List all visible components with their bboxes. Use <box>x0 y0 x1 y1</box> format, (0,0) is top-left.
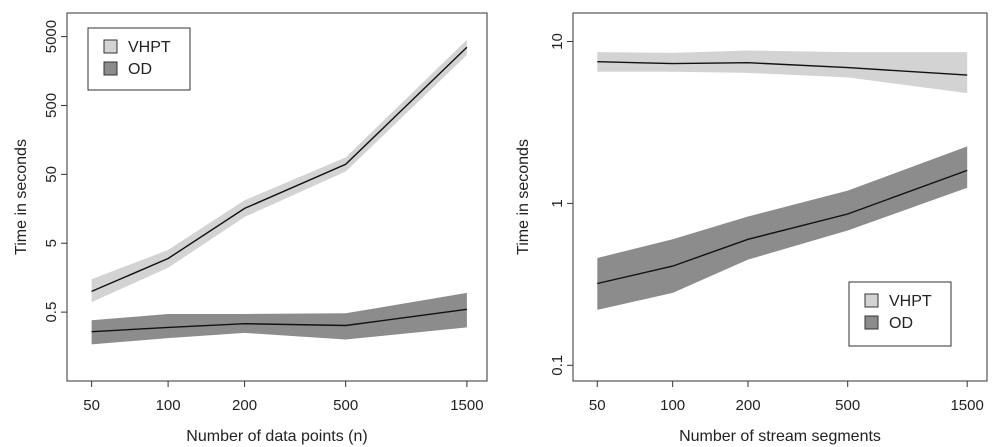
y-axis-label: Time in seconds <box>13 139 30 255</box>
x-tick-label: 200 <box>736 397 761 414</box>
band-vhpt <box>597 50 968 94</box>
band-od <box>91 292 467 345</box>
legend-swatch-vhpt <box>864 293 879 308</box>
y-tick-label: 10 <box>549 33 566 50</box>
plot-right: 50 100 200 500 1500 0.1 1 10 Number of stream se… <box>515 12 988 445</box>
y-tick-label: 0.5 <box>43 302 60 323</box>
legend: VHPT OD <box>87 27 191 91</box>
x-tick-label: 50 <box>83 397 100 414</box>
band-od <box>597 146 968 310</box>
x-axis-label: Number of stream segments <box>679 428 881 445</box>
x-tick-label: 200 <box>232 397 257 414</box>
x-tick-label: 100 <box>156 397 181 414</box>
y-axis-label: Time in seconds <box>515 139 532 255</box>
y-tick-label: 1 <box>549 199 566 207</box>
plot-frame <box>572 12 988 382</box>
legend-label-od: OD <box>128 61 152 78</box>
x-tick-label: 500 <box>835 397 860 414</box>
x-tick-label: 100 <box>660 397 685 414</box>
legend-box <box>848 281 952 347</box>
x-tick-label: 1500 <box>450 397 483 414</box>
legend-swatch-vhpt <box>103 39 118 54</box>
x-tick-label: 1500 <box>950 397 983 414</box>
plot-frame <box>66 12 488 382</box>
legend-label-vhpt: VHPT <box>128 39 171 56</box>
y-tick-label: 50 <box>43 166 60 183</box>
legend-box <box>87 27 191 91</box>
x-axis-label: Number of data points (n) <box>186 428 367 445</box>
plot-left: 50 100 200 500 1500 0.5 5 50 500 5000 Number of da… <box>13 12 488 445</box>
legend-swatch-od <box>864 315 879 330</box>
x-tick-label: 500 <box>333 397 358 414</box>
legend-label-od: OD <box>889 315 913 332</box>
y-tick-label: 5000 <box>43 20 60 53</box>
legend: VHPT OD <box>848 281 952 347</box>
legend-swatch-od <box>103 61 118 76</box>
y-tick-label: 500 <box>43 93 60 118</box>
y-tick-label: 0.1 <box>549 355 566 376</box>
y-tick-label: 5 <box>43 239 60 247</box>
legend-label-vhpt: VHPT <box>889 293 932 310</box>
x-tick-label: 50 <box>589 397 606 414</box>
